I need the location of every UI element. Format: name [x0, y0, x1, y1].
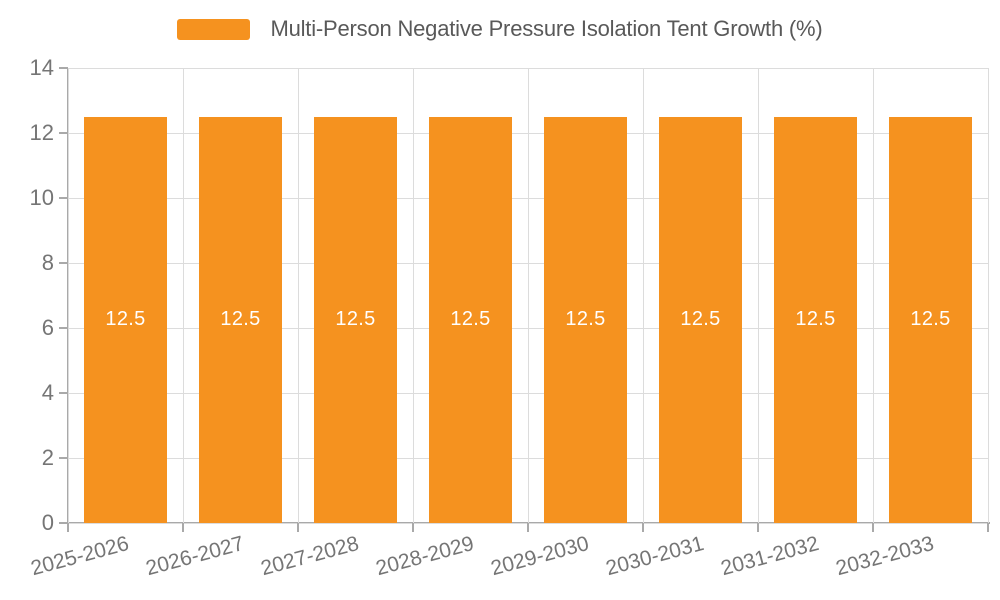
x-axis-tick — [872, 523, 874, 532]
x-axis-tick — [412, 523, 414, 532]
y-axis-tick — [59, 132, 68, 134]
bar-value-label: 12.5 — [680, 308, 721, 331]
y-tick-label: 12 — [29, 120, 54, 145]
x-gridline — [757, 68, 759, 523]
y-tick-label: 2 — [41, 445, 54, 470]
bar-value-label: 12.5 — [910, 308, 951, 331]
x-gridline — [67, 68, 69, 523]
x-tick-label: 2031-2032 — [718, 532, 822, 581]
plot-area: 12.5 12.5 12.5 12.5 12.5 12.5 12.5 12.5 — [67, 67, 989, 524]
x-tick-label: 2028-2029 — [373, 532, 477, 581]
x-gridline — [297, 68, 299, 523]
y-tick-label: 6 — [41, 315, 54, 340]
bar-value-label: 12.5 — [795, 308, 836, 331]
x-axis-tick — [527, 523, 529, 532]
y-axis-tick — [59, 67, 68, 69]
y-axis-tick — [59, 522, 68, 524]
y-tick-label: 8 — [41, 250, 54, 275]
y-tick-label: 10 — [29, 185, 54, 210]
x-gridline — [642, 68, 644, 523]
bar-value-label: 12.5 — [105, 308, 146, 331]
x-tick-label: 2032-2033 — [833, 532, 937, 581]
y-axis-tick — [59, 457, 68, 459]
legend[interactable]: Multi-Person Negative Pressure Isolation… — [0, 16, 1000, 42]
bar-value-label: 12.5 — [450, 308, 491, 331]
y-axis-tick — [59, 392, 68, 394]
x-gridline — [872, 68, 874, 523]
bar[interactable]: 12.5 — [659, 116, 742, 523]
x-tick-label: 2030-2031 — [603, 532, 707, 581]
bar-value-label: 12.5 — [565, 308, 606, 331]
bar[interactable]: 12.5 — [774, 116, 857, 523]
y-axis-tick — [59, 327, 68, 329]
x-axis-tick — [67, 523, 69, 532]
x-tick-label: 2027-2028 — [258, 532, 362, 581]
bar[interactable]: 12.5 — [314, 116, 397, 523]
y-axis-tick — [59, 262, 68, 264]
legend-swatch-icon[interactable] — [177, 18, 251, 40]
bar[interactable]: 12.5 — [889, 116, 972, 523]
bar[interactable]: 12.5 — [199, 116, 282, 523]
bar-value-label: 12.5 — [335, 308, 376, 331]
x-axis-tick — [297, 523, 299, 532]
x-gridline — [182, 68, 184, 523]
bar[interactable]: 12.5 — [544, 116, 627, 523]
x-tick-label: 2026-2027 — [143, 532, 247, 581]
x-gridline — [527, 68, 529, 523]
legend-label[interactable]: Multi-Person Negative Pressure Isolation… — [270, 16, 823, 41]
y-tick-label: 14 — [29, 55, 54, 80]
y-tick-label: 4 — [41, 380, 54, 405]
y-axis-tick — [59, 197, 68, 199]
x-tick-label: 2029-2030 — [488, 532, 592, 581]
x-axis-tick — [987, 523, 989, 532]
x-axis-tick — [642, 523, 644, 532]
x-axis-tick — [757, 523, 759, 532]
x-gridline — [987, 68, 989, 523]
bar[interactable]: 12.5 — [429, 116, 512, 523]
bar-value-label: 12.5 — [220, 308, 261, 331]
x-axis-tick — [182, 523, 184, 532]
x-gridline — [412, 68, 414, 523]
y-tick-label: 0 — [41, 510, 54, 535]
bar[interactable]: 12.5 — [84, 116, 167, 523]
x-tick-label: 2025-2026 — [28, 532, 132, 581]
